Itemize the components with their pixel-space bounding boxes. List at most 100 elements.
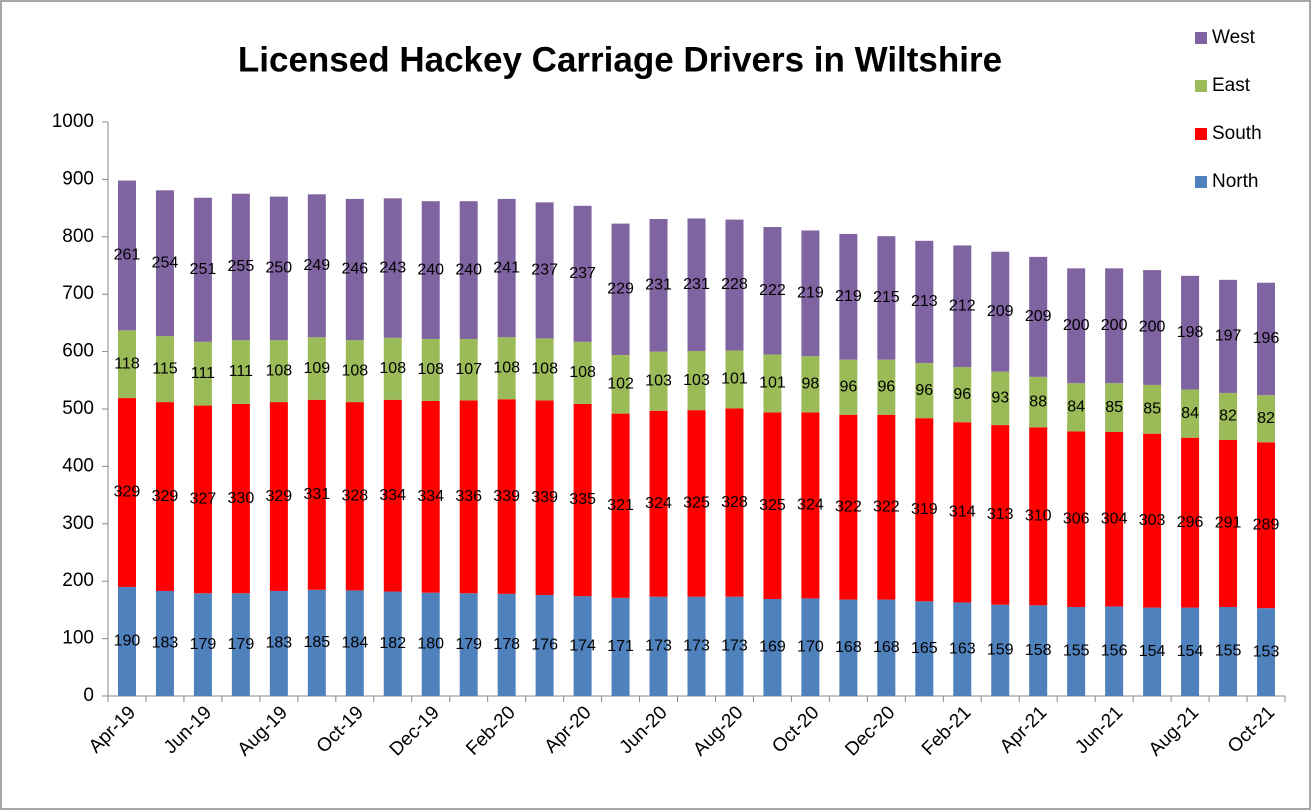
y-tick-label: 800	[62, 226, 94, 247]
bar-segment	[231, 193, 250, 341]
data-label: 321	[607, 497, 634, 514]
bar-segment	[421, 400, 440, 593]
data-label: 96	[877, 378, 895, 395]
bar-segment	[1219, 392, 1238, 440]
data-label: 190	[114, 633, 141, 650]
bar-segment	[839, 599, 858, 696]
data-label: 163	[949, 640, 976, 657]
data-label: 243	[379, 259, 406, 276]
bar-segment	[725, 350, 744, 409]
bar-segment	[383, 198, 402, 338]
data-label: 118	[114, 355, 140, 372]
bar-segment	[1143, 384, 1162, 434]
bar-segment	[497, 198, 516, 338]
data-label: 228	[721, 276, 748, 293]
data-label: 329	[114, 484, 141, 501]
bar-segment	[497, 337, 516, 400]
bar-segment	[269, 196, 288, 341]
data-label: 314	[949, 504, 976, 521]
bar-segment	[991, 251, 1010, 372]
bar-segment	[801, 230, 820, 357]
bar-segment	[269, 340, 288, 403]
bar-segment	[763, 412, 782, 599]
bar-segment	[877, 236, 896, 360]
bar-segment	[725, 596, 744, 696]
bar-segment	[687, 218, 706, 352]
bar-segment	[763, 227, 782, 355]
bar-segment	[193, 197, 212, 342]
y-tick-label: 500	[62, 398, 94, 419]
data-label: 296	[1177, 514, 1204, 531]
data-label: 170	[797, 638, 824, 655]
data-label: 196	[1253, 330, 1280, 347]
data-label: 306	[1063, 510, 1090, 527]
bar-segment	[497, 593, 516, 696]
legend-swatch	[1195, 80, 1207, 92]
bar-segment	[383, 399, 402, 592]
data-label: 173	[683, 638, 710, 655]
data-label: 176	[531, 637, 558, 654]
data-label: 291	[1215, 515, 1242, 532]
data-label: 255	[228, 258, 255, 275]
bar-segment	[459, 201, 478, 339]
bar-segment	[915, 363, 934, 419]
bar-segment	[193, 593, 212, 696]
bar-segment	[269, 590, 288, 696]
data-label: 289	[1253, 516, 1280, 533]
bar-segment	[915, 418, 934, 602]
bar-segment	[611, 355, 630, 414]
bar-segment	[1181, 389, 1200, 438]
data-label: 241	[493, 259, 520, 276]
data-label: 328	[341, 487, 368, 504]
data-label: 339	[493, 488, 520, 505]
data-label: 200	[1101, 317, 1128, 334]
bar-segment	[1105, 268, 1124, 384]
data-label: 222	[759, 282, 786, 299]
y-tick-label: 900	[62, 168, 94, 189]
data-label: 155	[1063, 643, 1090, 660]
bar-segment	[801, 598, 820, 696]
data-label: 334	[417, 488, 444, 505]
bar-segment	[307, 194, 326, 338]
bar-segment	[345, 340, 364, 403]
data-label: 254	[152, 254, 179, 271]
bar-segment	[915, 240, 934, 364]
data-label: 101	[759, 375, 786, 392]
bar-segment	[307, 589, 326, 696]
data-label: 237	[569, 265, 596, 282]
bar-segment	[383, 591, 402, 696]
bar-segment	[345, 590, 364, 696]
data-label: 102	[607, 376, 634, 393]
bar-segment	[991, 604, 1010, 696]
bar-segment	[573, 596, 592, 696]
bar-segment	[725, 219, 744, 351]
data-label: 328	[721, 494, 748, 511]
bar-segment	[1181, 275, 1200, 390]
bar-segment	[231, 340, 250, 404]
data-label: 339	[531, 489, 558, 506]
data-label: 310	[1025, 508, 1052, 525]
bar-segment	[953, 367, 972, 423]
data-label: 313	[987, 506, 1014, 523]
data-label: 173	[645, 638, 672, 655]
bar-segment	[1219, 607, 1238, 696]
data-label: 85	[1143, 401, 1161, 418]
bar-segment	[421, 592, 440, 696]
bar-segment	[1067, 607, 1086, 696]
data-label: 200	[1139, 319, 1166, 336]
data-label: 96	[839, 378, 857, 395]
data-label: 84	[1181, 405, 1199, 422]
data-label: 261	[114, 247, 141, 264]
bar-segment	[649, 219, 668, 352]
data-label: 335	[569, 491, 596, 508]
data-label: 103	[645, 372, 672, 389]
data-label: 249	[303, 257, 330, 274]
data-label: 184	[341, 634, 368, 651]
bar-segment	[1181, 437, 1200, 608]
y-tick-label: 1000	[52, 111, 94, 132]
bar-segment	[231, 593, 250, 696]
data-label: 319	[911, 501, 938, 518]
data-label: 168	[873, 639, 900, 656]
data-label: 330	[228, 490, 255, 507]
bar-segment	[763, 354, 782, 413]
